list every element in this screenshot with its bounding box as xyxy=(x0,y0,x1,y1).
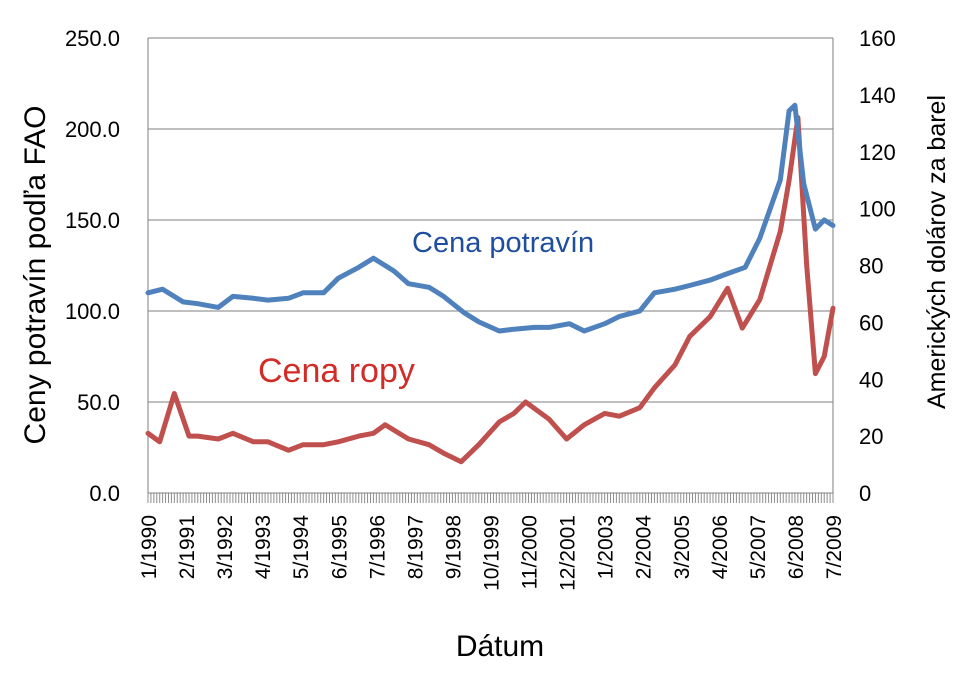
y-left-tick-label: 0.0 xyxy=(89,481,120,506)
x-tick-label: 4/2006 xyxy=(709,515,732,579)
x-tick-label: 3/2005 xyxy=(671,515,694,579)
x-tick-label: 11/2000 xyxy=(519,515,542,589)
y-right-tick-label: 100 xyxy=(859,197,896,222)
y-left-tick-label: 250.0 xyxy=(65,26,120,51)
y-right-tick-label: 140 xyxy=(859,83,896,108)
x-tick-label: 6/2008 xyxy=(785,515,808,579)
x-tick-label: 7/2009 xyxy=(823,515,846,579)
y-axis-left-title: Ceny potravín podľa FAO xyxy=(19,106,52,445)
x-tick-label: 3/1992 xyxy=(214,515,237,579)
x-tick-label: 1/2003 xyxy=(595,515,618,579)
y-left-tick-label: 200.0 xyxy=(65,117,120,142)
y-axis-left: 0.0 50.0 100.0 150.0 200.0 250.0 xyxy=(65,26,120,506)
y-right-tick-label: 20 xyxy=(859,424,883,449)
series-label-food: Cena potravín xyxy=(412,227,594,259)
grid-lines xyxy=(147,37,834,494)
series-label-oil: Cena ropy xyxy=(258,352,415,390)
y-right-tick-label: 40 xyxy=(859,367,883,392)
x-tick-label: 9/1998 xyxy=(442,515,465,579)
y-right-tick-label: 80 xyxy=(859,254,883,279)
x-axis-title: Dátum xyxy=(456,630,544,663)
y-right-tick-label: 60 xyxy=(859,310,883,335)
y-axis-right-title: Amerických dolárov za barel xyxy=(923,95,951,409)
x-tick-label: 12/2001 xyxy=(557,515,580,591)
x-tick-label: 4/1993 xyxy=(252,515,275,579)
x-tick-label: 10/1999 xyxy=(481,515,504,591)
x-tick-label: 1/1990 xyxy=(138,515,161,579)
series-line-oil xyxy=(145,115,836,465)
y-right-tick-label: 160 xyxy=(859,26,896,51)
series-line-food xyxy=(145,102,836,334)
y-right-tick-label: 120 xyxy=(859,140,896,165)
x-tick-label: 5/2007 xyxy=(747,515,770,579)
x-tick-label: 8/1997 xyxy=(404,515,427,579)
series-lines xyxy=(145,102,836,465)
x-tick-label: 2/1991 xyxy=(176,515,199,579)
x-tick-label: 6/1995 xyxy=(328,515,351,579)
x-tick-label: 7/1996 xyxy=(366,515,389,579)
y-right-tick-label: 0 xyxy=(859,481,871,506)
y-axis-right: 0 20 40 60 80 100 120 140 160 xyxy=(859,26,896,506)
y-left-tick-label: 150.0 xyxy=(65,208,120,233)
x-tick-label: 5/1994 xyxy=(290,515,313,580)
x-axis: 1/1990 2/1991 3/1992 4/1993 5/1994 6/1995 7/19… xyxy=(138,493,846,591)
y-left-tick-label: 100.0 xyxy=(65,299,120,324)
y-left-tick-label: 50.0 xyxy=(77,390,120,415)
x-tick-label: 2/2004 xyxy=(633,515,656,580)
